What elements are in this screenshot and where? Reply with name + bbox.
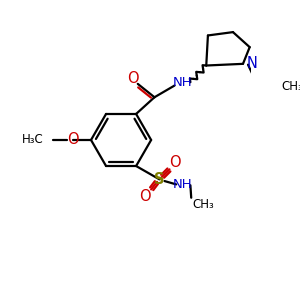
Text: O: O <box>169 155 181 170</box>
Text: O: O <box>140 189 151 204</box>
Text: O: O <box>127 71 139 86</box>
Text: CH₃: CH₃ <box>192 198 214 211</box>
Text: NH: NH <box>173 178 193 191</box>
Text: N: N <box>246 56 257 71</box>
Text: H₃C: H₃C <box>22 134 44 146</box>
Text: NH: NH <box>173 76 193 89</box>
Text: CH₃: CH₃ <box>281 80 300 93</box>
Text: O: O <box>67 133 79 148</box>
Text: S: S <box>154 172 165 187</box>
